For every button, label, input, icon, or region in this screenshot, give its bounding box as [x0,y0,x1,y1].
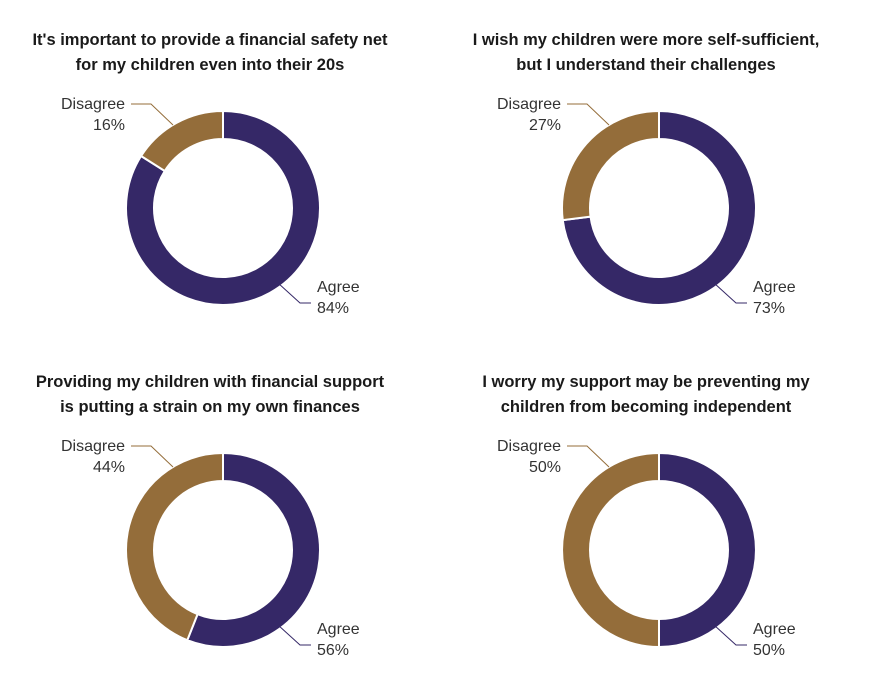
chart-3-disagree-value: 44% [93,459,125,476]
chart-1-slice-disagree [139,109,224,173]
chart-4-slice-agree [658,451,757,649]
chart-3-slice-disagree [125,451,224,642]
chart-3-title-line-1: Providing my children with financial sup… [36,373,385,391]
chart-panel-4: I worry my support may be preventing my c… [436,342,872,683]
chart-2-disagree-leader-line [567,103,610,126]
chart-1-slice-agree [125,109,321,306]
chart-3-title-line-2: is putting a strain on my own finances [60,398,360,416]
chart-4-title-line-1: I worry my support may be preventing my [482,373,810,391]
chart-4-disagree-label: Disagree [497,438,561,455]
chart-3-disagree-leader-line [131,445,174,468]
chart-4-disagree-value: 50% [529,459,561,476]
chart-2-agree-leader-line [713,282,747,304]
chart-2-title-line-2: but I understand their challenges [516,56,775,74]
chart-4-slice-disagree [561,451,660,649]
chart-2-disagree-value: 27% [529,117,561,134]
chart-3-slice-agree [185,451,321,648]
chart-2-slice-agree [561,109,757,306]
chart-1-disagree-leader-line [131,103,174,126]
chart-panel-2: I wish my children were more self-suffic… [436,0,872,341]
chart-panel-3: Providing my children with financial sup… [0,342,436,683]
chart-4-disagree-leader-line [567,445,610,468]
chart-1-disagree-label: Disagree [61,96,125,113]
chart-3-disagree-label: Disagree [61,438,125,455]
donut-chart-4: I worry my support may be preventing my c… [482,373,810,659]
chart-4-title-line-2: children from becoming independent [501,398,792,416]
chart-1-agree-value: 84% [317,300,349,317]
chart-2-disagree-label: Disagree [497,96,561,113]
donut-chart-1: It's important to provide a financial sa… [32,31,388,317]
chart-3-agree-value: 56% [317,642,349,659]
chart-3-agree-label: Agree [317,621,360,638]
chart-4-agree-leader-line [713,624,747,646]
chart-1-agree-leader-line [277,282,311,304]
chart-1-disagree-value: 16% [93,117,125,134]
chart-2-title-line-1: I wish my children were more self-suffic… [473,31,820,49]
chart-2-agree-label: Agree [753,279,796,296]
chart-1-title-line-2: for my children even into their 20s [76,56,345,74]
chart-2-agree-value: 73% [753,300,785,317]
chart-panel-1: It's important to provide a financial sa… [0,0,436,341]
chart-4-agree-value: 50% [753,642,785,659]
chart-1-agree-label: Agree [317,279,360,296]
donut-chart-3: Providing my children with financial sup… [36,373,385,659]
chart-1-title-line-1: It's important to provide a financial sa… [32,31,388,49]
donut-chart-2: I wish my children were more self-suffic… [473,31,820,317]
chart-4-agree-label: Agree [753,621,796,638]
chart-2-slice-disagree [561,109,660,222]
chart-3-agree-leader-line [277,624,311,646]
